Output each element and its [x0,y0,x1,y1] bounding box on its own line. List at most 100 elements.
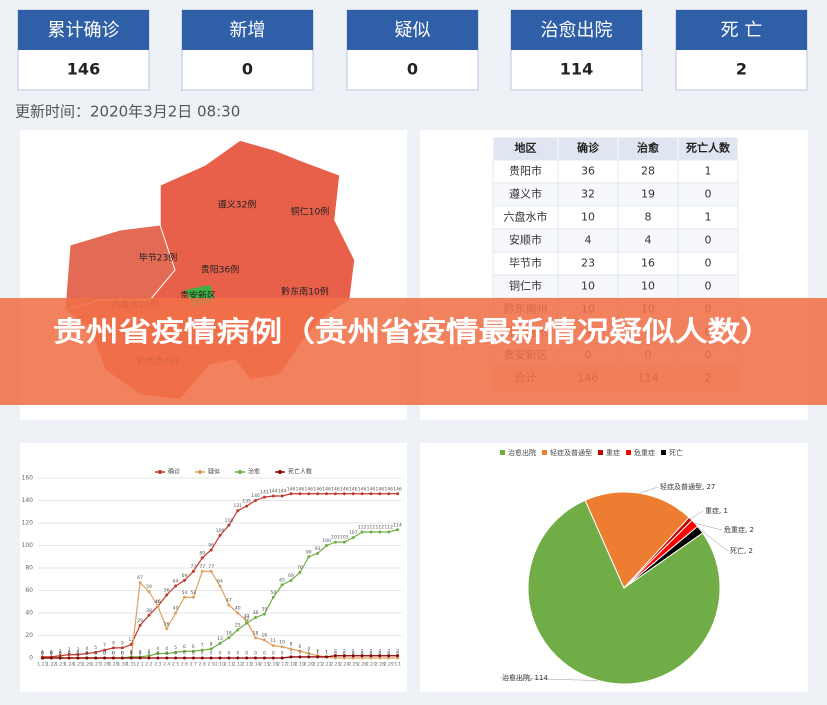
x-tick-label: 2.13 [242,662,252,668]
point [280,494,284,498]
data-label: 25 [235,622,241,628]
point [387,492,391,496]
point [280,645,284,649]
point [165,593,169,597]
table-header: 死亡人数 [686,141,731,155]
x-tick-label: 1.23 [55,662,65,668]
data-label: 109 [216,528,225,534]
point [174,656,178,660]
point [325,655,329,659]
data-label: 146 [304,486,313,492]
point [378,530,382,534]
data-label: 112 [358,525,367,531]
table-cell-text: 0 [705,257,712,270]
data-label: 114 [393,522,402,528]
point [342,654,346,658]
region-label: 遵义32例 [218,199,256,211]
data-label: 0 [227,651,230,657]
data-label: 0 [50,651,53,657]
data-label: 103 [331,535,340,541]
table-header: 确诊 [577,141,600,155]
data-label: 0 [369,651,372,657]
y-tick-label: 60 [25,587,33,594]
data-label: 0 [77,651,80,657]
x-tick-label: 2.14 [250,662,260,668]
slice-label: 危重症, 2 [724,525,754,534]
point [40,656,44,660]
data-label: 4 [165,646,168,652]
point [325,492,329,496]
stat-label: 治愈出院 [541,20,613,41]
data-label: 6 [298,644,301,650]
point [254,616,258,619]
point [333,540,337,544]
table-cell-text: 安顺市 [509,233,542,247]
table-cell-text: 4 [645,234,652,247]
legend-label: 死亡 [669,448,683,457]
data-label: 0 [139,651,142,657]
point [76,653,80,657]
data-label: 18 [226,630,232,636]
data-label: 1 [130,649,133,655]
point [307,655,311,659]
point [165,627,169,631]
point [307,652,311,655]
x-tick-label: 2.11 [224,662,234,668]
data-label: 146 [393,486,402,492]
point [396,656,400,660]
point [138,623,142,627]
data-label: 146 [349,486,358,492]
legend-swatch [542,450,547,455]
data-label: 64 [217,579,223,585]
data-label: 0 [85,651,88,657]
point [209,548,213,552]
legend-label: 治愈出院 [508,448,536,457]
stat-header [511,10,642,50]
data-label: 8 [210,642,213,648]
y-tick-label: 100 [22,542,34,549]
table-header: 地区 [515,141,537,155]
data-label: 0 [130,651,133,657]
legend-marker [158,470,162,474]
point [120,646,124,650]
data-label: 0 [77,651,80,657]
point [120,656,124,660]
table-cell-text: 六盘水市 [504,210,548,224]
point [147,613,151,617]
point [298,655,302,659]
banner-title: 贵州省疫情病例（贵州省疫情最新情况疑似人数） [53,315,773,348]
point [182,578,186,582]
legend-swatch [500,450,505,455]
point [227,523,231,527]
stat-label: 死 亡 [721,20,763,41]
point [218,533,222,537]
table-cell-text: 1 [705,165,712,178]
legend-marker [198,470,202,474]
point [165,656,169,660]
x-tick-label: 1.28 [100,662,110,668]
data-label: 0 [68,651,71,657]
point [342,492,346,496]
point [236,656,240,660]
data-label: 1 [325,649,328,655]
data-label: 118 [225,518,234,524]
point [182,656,186,660]
data-label: 0 [174,651,177,657]
data-label: 112 [376,525,385,531]
data-label: 46 [155,599,161,605]
y-tick-label: 40 [25,610,33,617]
point [316,551,320,555]
point [58,654,62,658]
legend-label: 重症 [606,448,620,457]
point [396,492,400,496]
stat-label: 新增 [230,20,266,41]
data-label: 2 [59,648,62,654]
data-label: 46 [155,599,161,605]
point [360,654,364,658]
data-label: 100 [322,538,331,544]
table-cell-text: 遵义市 [509,187,542,201]
data-label: 54 [270,590,276,596]
data-label: 5 [94,645,97,651]
point [307,555,311,559]
data-label: 2 [148,648,151,654]
